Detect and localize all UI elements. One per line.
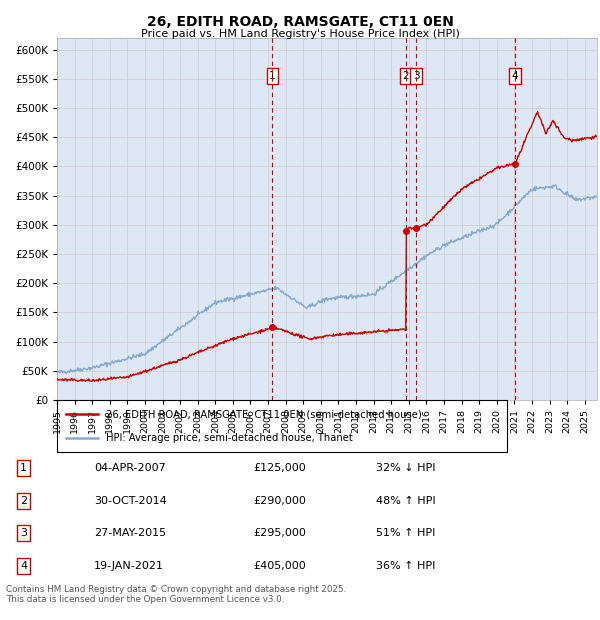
Text: 30-OCT-2014: 30-OCT-2014 bbox=[94, 496, 167, 506]
Text: 32% ↓ HPI: 32% ↓ HPI bbox=[376, 463, 436, 473]
Text: £290,000: £290,000 bbox=[253, 496, 306, 506]
Text: 4: 4 bbox=[20, 560, 27, 571]
Text: 26, EDITH ROAD, RAMSGATE, CT11 0EN: 26, EDITH ROAD, RAMSGATE, CT11 0EN bbox=[146, 15, 454, 29]
Text: HPI: Average price, semi-detached house, Thanet: HPI: Average price, semi-detached house,… bbox=[107, 433, 353, 443]
Text: 19-JAN-2021: 19-JAN-2021 bbox=[94, 560, 164, 571]
Text: 26, EDITH ROAD, RAMSGATE, CT11 0EN (semi-detached house): 26, EDITH ROAD, RAMSGATE, CT11 0EN (semi… bbox=[107, 409, 422, 419]
Text: 51% ↑ HPI: 51% ↑ HPI bbox=[376, 528, 436, 538]
Text: 2: 2 bbox=[20, 496, 27, 506]
Text: 27-MAY-2015: 27-MAY-2015 bbox=[94, 528, 166, 538]
Text: £125,000: £125,000 bbox=[253, 463, 306, 473]
Text: 1: 1 bbox=[20, 463, 27, 473]
Text: Price paid vs. HM Land Registry's House Price Index (HPI): Price paid vs. HM Land Registry's House … bbox=[140, 29, 460, 39]
Text: Contains HM Land Registry data © Crown copyright and database right 2025.
This d: Contains HM Land Registry data © Crown c… bbox=[6, 585, 346, 604]
Text: 1: 1 bbox=[269, 71, 276, 81]
Text: £405,000: £405,000 bbox=[253, 560, 306, 571]
Text: 2: 2 bbox=[403, 71, 409, 81]
Text: £295,000: £295,000 bbox=[253, 528, 306, 538]
Text: 48% ↑ HPI: 48% ↑ HPI bbox=[376, 496, 436, 506]
Text: 3: 3 bbox=[20, 528, 27, 538]
Text: 4: 4 bbox=[512, 71, 518, 81]
Text: 36% ↑ HPI: 36% ↑ HPI bbox=[376, 560, 436, 571]
Text: 3: 3 bbox=[413, 71, 419, 81]
Text: 04-APR-2007: 04-APR-2007 bbox=[94, 463, 166, 473]
